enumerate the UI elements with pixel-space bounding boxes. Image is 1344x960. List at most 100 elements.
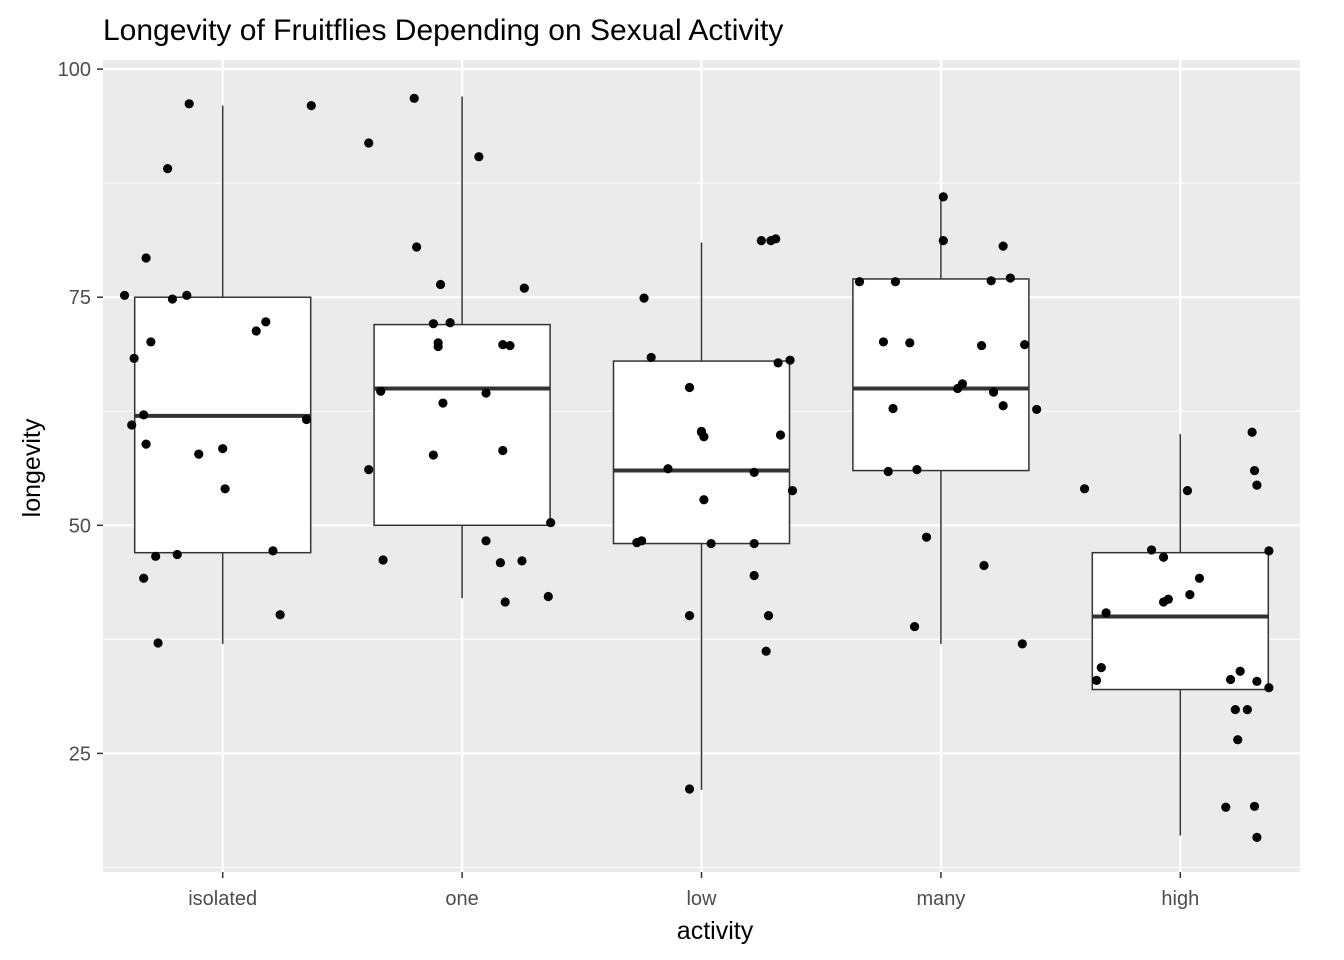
data-point xyxy=(1233,735,1243,745)
points-isolated xyxy=(119,99,316,648)
data-point xyxy=(301,414,312,425)
data-point xyxy=(639,293,649,303)
data-point xyxy=(684,611,695,621)
data-point xyxy=(275,610,285,620)
data-point xyxy=(663,464,673,474)
data-point xyxy=(505,340,515,351)
data-point xyxy=(1163,594,1173,604)
data-point xyxy=(306,101,316,111)
x-tick-label-isolated: isolated xyxy=(188,888,257,910)
data-point xyxy=(251,326,261,336)
data-point xyxy=(220,484,230,494)
data-point xyxy=(119,290,130,300)
data-point xyxy=(1020,340,1030,350)
data-point xyxy=(1264,546,1274,556)
box-low xyxy=(612,242,791,790)
data-point xyxy=(433,338,443,348)
data-point xyxy=(139,573,149,583)
data-point xyxy=(435,279,446,290)
data-point xyxy=(912,465,922,475)
data-point xyxy=(409,93,419,103)
data-point xyxy=(646,352,656,363)
data-point xyxy=(543,591,553,602)
x-axis: isolated one low many high xyxy=(188,872,1199,910)
data-point xyxy=(878,337,889,347)
data-point xyxy=(763,611,774,621)
data-point xyxy=(261,317,271,327)
data-point xyxy=(976,340,987,351)
chart-title: Longevity of Fruitflies Depending on Sex… xyxy=(103,14,783,47)
data-point xyxy=(998,241,1008,251)
data-point xyxy=(1247,427,1257,437)
x-tick-label-low: low xyxy=(686,888,717,910)
data-point xyxy=(785,355,795,365)
data-point xyxy=(1221,802,1231,812)
data-point xyxy=(761,646,771,656)
data-point xyxy=(773,358,783,368)
data-point xyxy=(1101,608,1111,618)
data-point xyxy=(500,597,510,607)
data-point xyxy=(438,398,448,408)
data-point xyxy=(151,551,161,561)
data-point xyxy=(775,430,786,440)
data-point xyxy=(1158,552,1169,562)
data-point xyxy=(498,445,508,456)
y-tick-label: 100 xyxy=(58,59,91,81)
data-point xyxy=(129,353,139,363)
data-point xyxy=(699,495,709,505)
y-tick-label: 50 xyxy=(69,515,91,537)
points-low xyxy=(632,234,798,794)
data-point xyxy=(1249,465,1260,476)
data-point xyxy=(167,294,178,304)
plot-panel xyxy=(103,60,1300,872)
data-point xyxy=(519,283,529,293)
data-point xyxy=(938,192,948,202)
data-point xyxy=(184,99,194,109)
data-point xyxy=(1252,480,1262,490)
data-point xyxy=(1017,639,1027,649)
data-point xyxy=(364,138,374,148)
data-point xyxy=(749,570,759,581)
data-point xyxy=(1182,486,1193,496)
data-point xyxy=(218,444,228,454)
data-point xyxy=(637,536,647,546)
data-point xyxy=(890,277,901,287)
data-point xyxy=(749,538,759,549)
y-axis: 25 50 75 100 xyxy=(58,59,103,765)
data-point xyxy=(988,387,999,397)
x-tick-label-many: many xyxy=(916,888,965,910)
data-point xyxy=(445,318,455,328)
box-iqr xyxy=(373,323,551,527)
data-point xyxy=(378,555,388,565)
data-point xyxy=(1185,590,1195,600)
data-point xyxy=(1091,675,1102,686)
data-point xyxy=(1079,484,1090,494)
data-point xyxy=(986,276,996,286)
data-point xyxy=(888,403,898,414)
data-point xyxy=(428,450,438,460)
data-point xyxy=(854,277,865,287)
data-point xyxy=(498,340,508,350)
points-high xyxy=(1079,427,1274,842)
box-isolated xyxy=(133,105,312,644)
data-point xyxy=(146,337,156,347)
data-point xyxy=(163,163,173,174)
data-point xyxy=(495,558,506,568)
data-point xyxy=(938,236,948,246)
y-axis-title: longevity xyxy=(18,418,46,517)
data-point xyxy=(127,420,137,430)
y-tick-label: 75 xyxy=(69,287,91,309)
data-point xyxy=(883,466,893,477)
box-iqr xyxy=(1091,551,1270,691)
box-iqr xyxy=(612,360,791,545)
data-point xyxy=(1230,705,1240,715)
data-point xyxy=(364,465,374,475)
data-point xyxy=(1249,801,1260,811)
x-tick-label-one: one xyxy=(445,888,478,910)
data-point xyxy=(684,382,695,393)
box-many xyxy=(852,196,1030,644)
x-tick-label-high: high xyxy=(1161,888,1199,910)
data-point xyxy=(998,401,1008,411)
data-point xyxy=(957,379,968,389)
